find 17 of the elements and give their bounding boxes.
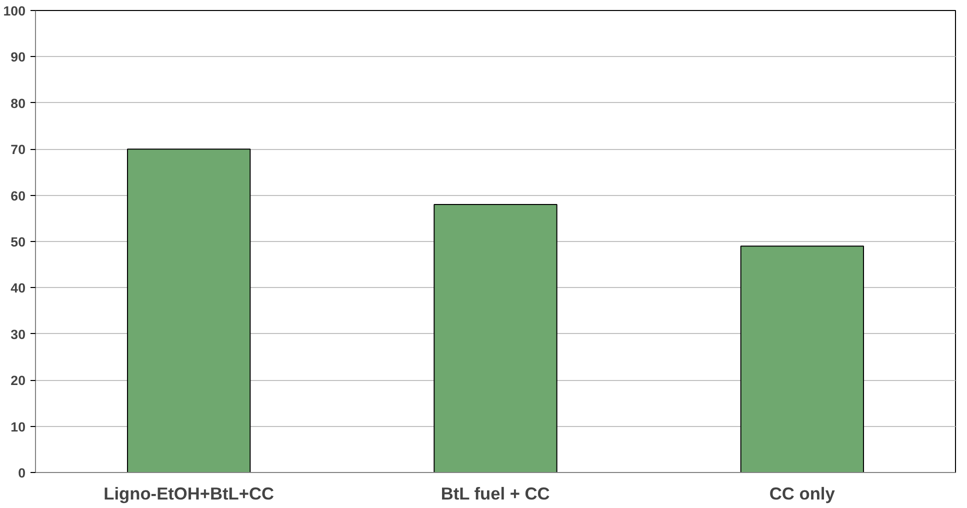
y-tick-label: 10 — [10, 419, 26, 434]
y-tick-label: 60 — [10, 188, 26, 204]
y-tick-label: 30 — [10, 326, 26, 342]
bar — [434, 204, 558, 472]
x-tick-label: Ligno-EtOH+BtL+CC — [104, 484, 275, 504]
y-tick-label: 70 — [10, 142, 26, 158]
x-tick-label: CC only — [769, 484, 836, 504]
y-tick-label: 0 — [18, 466, 26, 480]
y-tick-label: 50 — [10, 234, 26, 250]
y-tick-label: 20 — [10, 373, 26, 388]
y-tick-label: 40 — [10, 280, 26, 296]
bar — [127, 148, 251, 472]
bar — [740, 246, 864, 472]
y-tick-label: 100 — [3, 4, 26, 18]
x-tick-label: BtL fuel + CC — [440, 484, 550, 504]
y-tick-label: 80 — [10, 96, 26, 111]
y-tick-label: 90 — [10, 50, 26, 65]
